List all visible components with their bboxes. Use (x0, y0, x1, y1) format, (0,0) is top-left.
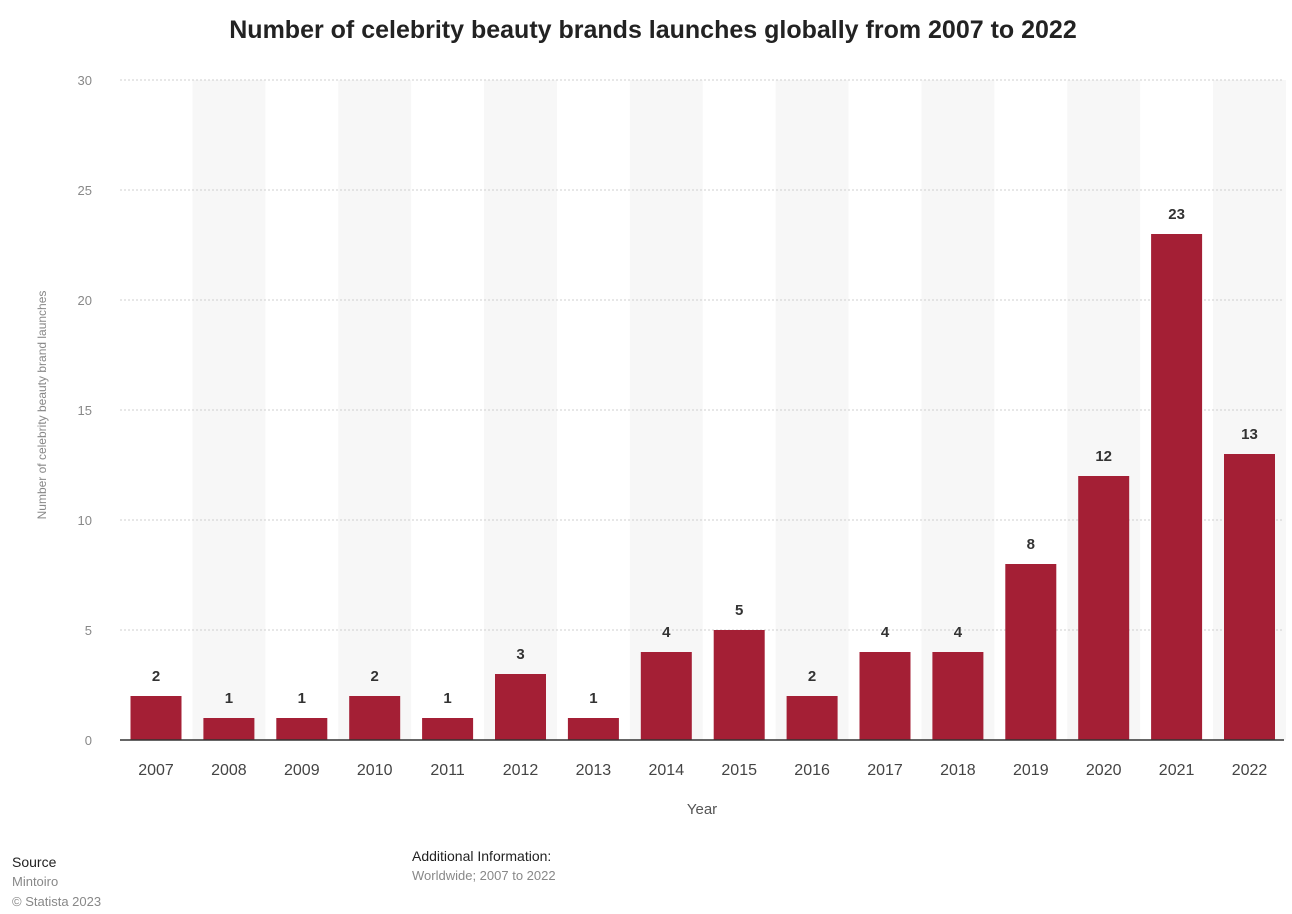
source-value: Mintoiro (12, 874, 59, 889)
y-tick-label: 20 (78, 293, 92, 308)
y-tick-label: 10 (78, 513, 92, 528)
x-tick-label: 2013 (576, 762, 612, 779)
y-tick-label: 25 (78, 183, 92, 198)
data-label: 23 (1168, 206, 1185, 223)
copyright-text: © Statista 2023 (12, 894, 102, 909)
bar (130, 696, 182, 740)
bar (932, 652, 984, 740)
source-label: Source (12, 854, 57, 870)
data-label: 4 (662, 624, 671, 641)
x-tick-label: 2009 (284, 762, 320, 779)
y-tick-label: 30 (78, 73, 92, 88)
x-axis-title: Year (687, 801, 717, 818)
x-tick-label: 2012 (503, 762, 539, 779)
y-tick-label: 5 (85, 623, 92, 638)
bar (1151, 234, 1203, 740)
x-tick-label: 2014 (649, 762, 685, 779)
data-label: 1 (443, 690, 451, 707)
y-axis-ticks: 0 5 10 15 20 25 30 (78, 73, 92, 748)
data-label: 2 (808, 668, 816, 685)
data-label: 3 (516, 646, 524, 663)
x-tick-label: 2016 (794, 762, 830, 779)
data-label: 8 (1027, 536, 1035, 553)
bars (130, 234, 1275, 740)
x-tick-label: 2022 (1232, 762, 1268, 779)
additional-info-value: Worldwide; 2007 to 2022 (412, 868, 556, 883)
data-label: 1 (589, 690, 597, 707)
bar (276, 718, 328, 740)
bar (640, 652, 692, 740)
x-tick-label: 2015 (721, 762, 757, 779)
x-tick-label: 2010 (357, 762, 393, 779)
y-axis-title: Number of celebrity beauty brand launche… (35, 291, 49, 520)
data-label: 1 (225, 690, 233, 707)
x-tick-label: 2011 (430, 762, 465, 779)
bar (495, 674, 546, 740)
x-axis-ticks: 2007 2008 2009 2010 2011 2012 2013 2014 2015 2016… (138, 762, 1267, 779)
x-tick-label: 2007 (138, 762, 174, 779)
bar (422, 718, 474, 740)
bar (1224, 454, 1275, 740)
chart-title: Number of celebrity beauty brands launch… (229, 16, 1077, 44)
data-label: 13 (1241, 426, 1258, 443)
data-label: 12 (1095, 448, 1112, 465)
bar (859, 652, 911, 740)
x-tick-label: 2008 (211, 762, 247, 779)
source-block: Source Mintoiro © Statista 2023 (12, 852, 101, 912)
bar (349, 696, 401, 740)
data-label: 4 (954, 624, 963, 641)
bar (203, 718, 255, 740)
bar (786, 696, 838, 740)
x-tick-label: 2019 (1013, 762, 1049, 779)
x-tick-label: 2021 (1159, 762, 1195, 779)
y-tick-label: 0 (85, 733, 92, 748)
data-label: 1 (298, 690, 306, 707)
x-tick-label: 2017 (867, 762, 903, 779)
data-label: 5 (735, 602, 743, 619)
y-tick-label: 15 (78, 403, 92, 418)
x-tick-label: 2018 (940, 762, 976, 779)
data-label: 2 (152, 668, 160, 685)
bar (1005, 564, 1057, 740)
column-band (338, 80, 412, 740)
additional-info-block: Additional Information: Worldwide; 2007 … (412, 846, 556, 886)
bar (713, 630, 765, 740)
data-label: 4 (881, 624, 890, 641)
x-tick-label: 2020 (1086, 762, 1122, 779)
additional-info-label: Additional Information: (412, 848, 552, 864)
bar (567, 718, 619, 740)
data-label: 2 (371, 668, 379, 685)
bar (1078, 476, 1130, 740)
